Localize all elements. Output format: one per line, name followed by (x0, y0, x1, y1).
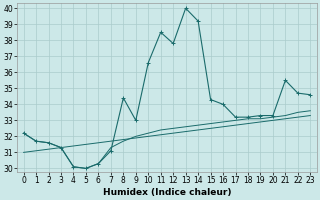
X-axis label: Humidex (Indice chaleur): Humidex (Indice chaleur) (103, 188, 231, 197)
